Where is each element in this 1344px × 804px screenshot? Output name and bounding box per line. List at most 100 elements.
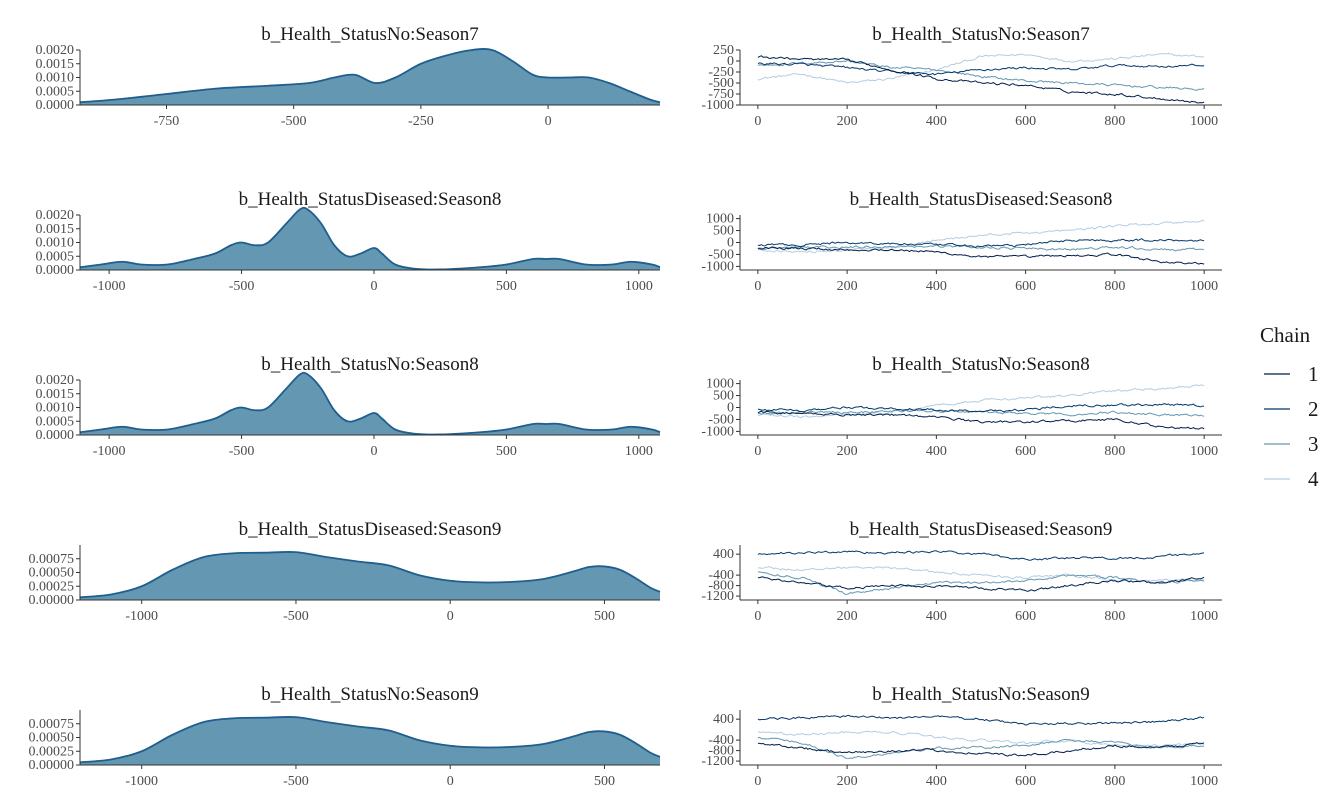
y-tick-label: 400 bbox=[713, 547, 734, 562]
trace-chain-4 bbox=[757, 730, 1205, 748]
x-tick-label: -500 bbox=[229, 279, 255, 294]
x-tick-label: 200 bbox=[837, 279, 858, 294]
trace-chain-3 bbox=[757, 736, 1205, 759]
y-tick-label: 0.0020 bbox=[36, 208, 75, 223]
y-tick-label: 0.00025 bbox=[29, 744, 75, 759]
y-tick-label: -1000 bbox=[701, 98, 734, 113]
x-tick-label: 0 bbox=[754, 609, 761, 624]
x-tick-label: 1000 bbox=[625, 444, 653, 459]
trace-chain-1 bbox=[757, 576, 1205, 592]
panel-title: b_Health_StatusDiseased:Season9 bbox=[850, 519, 1113, 540]
density-panel-7: b_Health_StatusDiseased:Season9 -1000 -500… bbox=[29, 519, 661, 624]
y-tick-label: -800 bbox=[708, 744, 734, 759]
legend-label-chain-2: 2 bbox=[1308, 397, 1319, 421]
trace-chain-2 bbox=[757, 550, 1205, 561]
x-tick-label: -1000 bbox=[125, 774, 158, 789]
y-tick-label: 0.0000 bbox=[36, 263, 75, 278]
y-tick-label: -500 bbox=[708, 412, 734, 427]
y-tick-label: -500 bbox=[708, 76, 734, 91]
trace-chain-2 bbox=[757, 238, 1205, 249]
y-tick-label: 0 bbox=[727, 401, 734, 416]
x-tick-label: 800 bbox=[1104, 609, 1125, 624]
density-area bbox=[80, 716, 660, 765]
panel-title: b_Health_StatusDiseased:Season9 bbox=[239, 519, 502, 540]
trace-chain-1 bbox=[757, 246, 1205, 265]
y-tick-label: 0.00000 bbox=[29, 758, 75, 773]
trace-chain-2 bbox=[757, 714, 1205, 726]
y-tick-label: 0.00050 bbox=[29, 566, 75, 581]
trace-panel-2: b_Health_StatusNo:Season7 0 200 400 600 800 10… bbox=[701, 24, 1222, 129]
legend-title: Chain bbox=[1260, 323, 1311, 347]
x-tick-label: 600 bbox=[1015, 774, 1036, 789]
y-tick-label: -800 bbox=[708, 579, 734, 594]
y-tick-label: 0.00025 bbox=[29, 579, 75, 594]
legend-label-chain-3: 3 bbox=[1308, 432, 1319, 456]
y-tick-label: 1000 bbox=[706, 212, 734, 227]
x-tick-label: 1000 bbox=[1190, 609, 1218, 624]
x-tick-label: -500 bbox=[283, 774, 309, 789]
trace-chain-3 bbox=[757, 244, 1205, 252]
y-tick-label: -400 bbox=[708, 568, 734, 583]
y-tick-label: -500 bbox=[708, 247, 734, 262]
x-tick-label: 1000 bbox=[1190, 774, 1218, 789]
x-tick-label: 200 bbox=[837, 114, 858, 129]
chain-legend: Chain 1 2 3 4 bbox=[1260, 323, 1319, 491]
y-tick-label: 0.0015 bbox=[36, 387, 75, 402]
trace-chain-2 bbox=[757, 62, 1205, 76]
y-tick-label: 0.0020 bbox=[36, 373, 75, 388]
density-panel-5: b_Health_StatusNo:Season8 -1000 -500 0 500 10… bbox=[36, 354, 661, 459]
y-tick-label: 0.00050 bbox=[29, 731, 75, 746]
y-tick-label: 0 bbox=[727, 54, 734, 69]
y-tick-label: -750 bbox=[708, 87, 734, 102]
x-tick-label: 400 bbox=[926, 279, 947, 294]
x-tick-label: 600 bbox=[1015, 279, 1036, 294]
x-tick-label: -500 bbox=[283, 609, 309, 624]
x-tick-label: 1000 bbox=[1190, 444, 1218, 459]
y-tick-label: 0.0020 bbox=[36, 43, 75, 58]
x-tick-label: 400 bbox=[926, 444, 947, 459]
x-tick-label: 800 bbox=[1104, 774, 1125, 789]
x-tick-label: 600 bbox=[1015, 609, 1036, 624]
y-tick-label: 0 bbox=[727, 236, 734, 251]
x-tick-label: 0 bbox=[754, 279, 761, 294]
x-tick-label: 600 bbox=[1015, 114, 1036, 129]
trace-panel-6: b_Health_StatusNo:Season8 0 200 400 600 800 10… bbox=[701, 354, 1222, 459]
trace-chain-3 bbox=[757, 59, 1205, 91]
x-tick-label: 400 bbox=[926, 609, 947, 624]
y-tick-label: 0.0010 bbox=[36, 401, 75, 416]
x-tick-label: 0 bbox=[545, 114, 552, 129]
x-tick-label: 400 bbox=[926, 774, 947, 789]
y-tick-label: 500 bbox=[713, 224, 734, 239]
panel-grid: b_Health_StatusNo:Season7-750 -500 -250 00.… bbox=[29, 24, 1222, 789]
y-tick-label: -1000 bbox=[701, 424, 734, 439]
density-panel-1: b_Health_StatusNo:Season7 -750 -500 -250 0 0.… bbox=[36, 24, 661, 129]
x-tick-label: -750 bbox=[154, 114, 180, 129]
x-tick-label: 0 bbox=[754, 114, 761, 129]
x-tick-label: 800 bbox=[1104, 114, 1125, 129]
x-tick-label: 800 bbox=[1104, 444, 1125, 459]
y-tick-label: 0.0015 bbox=[36, 57, 75, 72]
trace-chain-1 bbox=[757, 742, 1205, 757]
x-tick-label: 800 bbox=[1104, 279, 1125, 294]
y-tick-label: 0.00000 bbox=[29, 593, 75, 608]
panel-title: b_Health_StatusNo:Season8 bbox=[261, 354, 478, 375]
trace-chain-3 bbox=[757, 571, 1205, 595]
y-tick-label: -250 bbox=[708, 65, 734, 80]
trace-panel-10: b_Health_StatusNo:Season9 0 200 400 600 800 10… bbox=[701, 684, 1222, 789]
density-area bbox=[80, 551, 660, 600]
x-tick-label: -250 bbox=[408, 114, 434, 129]
x-tick-label: 0 bbox=[447, 774, 454, 789]
x-tick-label: -500 bbox=[281, 114, 307, 129]
y-tick-label: 500 bbox=[713, 389, 734, 404]
trace-panel-4: b_Health_StatusDiseased:Season8 0 200 400 60… bbox=[701, 189, 1222, 294]
legend-items: 1 2 3 4 bbox=[1264, 362, 1319, 491]
trace-chain-1 bbox=[757, 55, 1205, 104]
panel-title: b_Health_StatusNo:Season7 bbox=[872, 24, 1089, 45]
y-tick-label: 0.0005 bbox=[36, 249, 75, 264]
panel-title: b_Health_StatusNo:Season8 bbox=[872, 354, 1089, 375]
x-tick-label: 500 bbox=[496, 279, 517, 294]
density-panel-3: b_Health_StatusDiseased:Season8 -1000 -500… bbox=[36, 189, 661, 294]
y-tick-label: -1000 bbox=[701, 259, 734, 274]
trace-panel-8: b_Health_StatusDiseased:Season9 0 200 400 60… bbox=[701, 519, 1222, 624]
x-tick-label: 200 bbox=[837, 774, 858, 789]
